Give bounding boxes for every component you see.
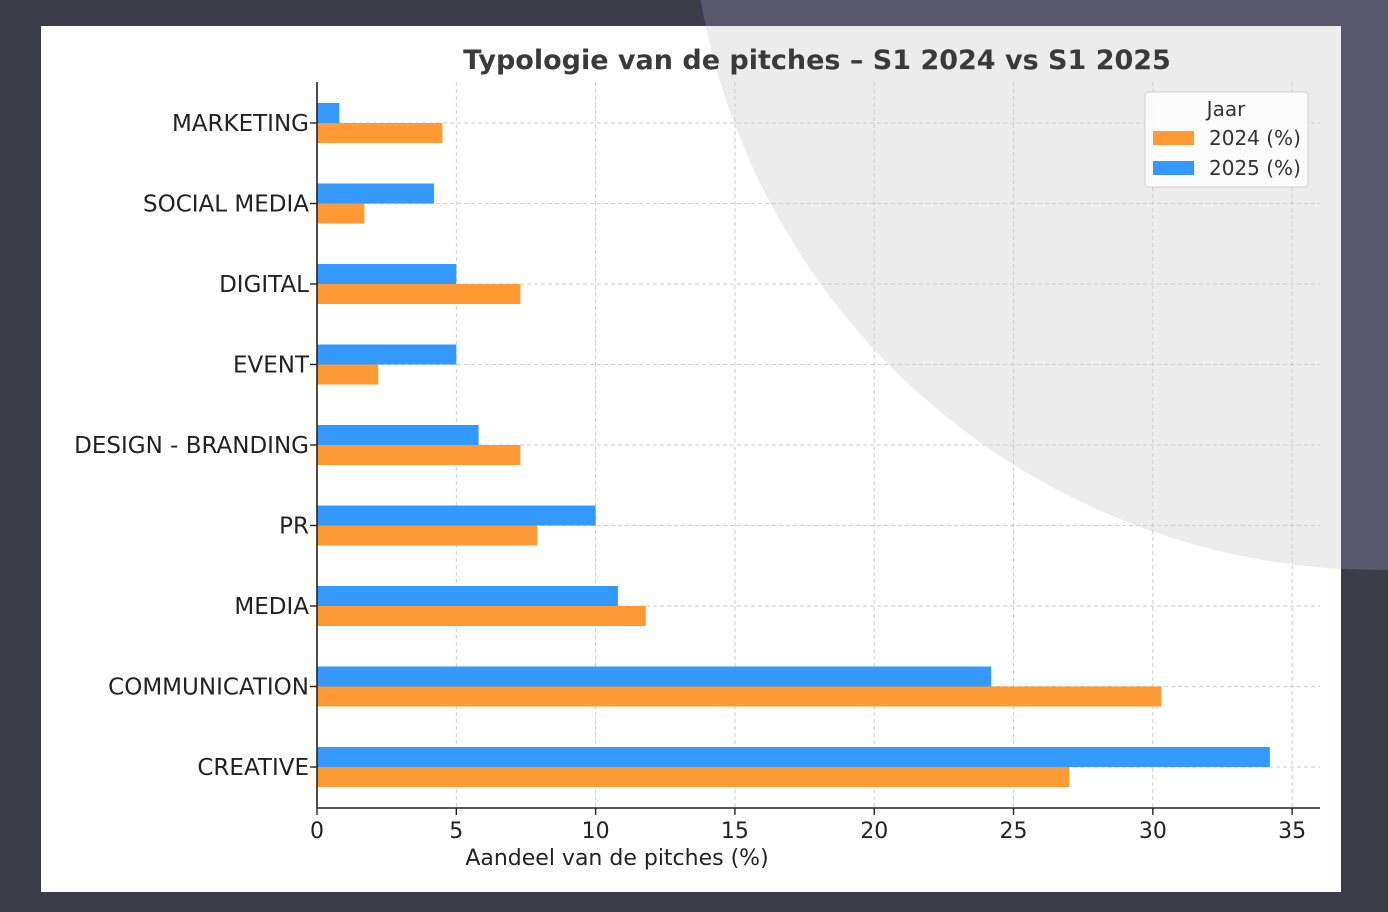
bar-chart: 0 5 10 15 20 25 30 35 MARKETING SOCIAL MEDIA DIGIT… xyxy=(74,26,1341,871)
x-tick-label: 30 xyxy=(1139,819,1167,844)
bar-2025-creative xyxy=(317,747,1270,767)
bar-2025-marketing xyxy=(317,103,340,123)
category-label: PR xyxy=(279,514,309,540)
bar-2025-media xyxy=(317,586,618,606)
x-tick-label: 5 xyxy=(449,819,463,844)
x-tick-label: 10 xyxy=(582,819,610,844)
x-axis-title: Aandeel van de pitches (%) xyxy=(465,846,768,871)
chart-panel: 0 5 10 15 20 25 30 35 MARKETING SOCIAL MEDIA DIGIT… xyxy=(41,26,1341,892)
chart-title: Typologie van de pitches – S1 2024 vs S1… xyxy=(463,45,1171,76)
x-tick-label: 35 xyxy=(1278,819,1306,844)
category-label: MEDIA xyxy=(234,594,309,620)
labels: 0 5 10 15 20 25 30 35 MARKETING SOCIAL MEDIA DIGIT… xyxy=(74,111,1306,844)
category-label: CREATIVE xyxy=(197,755,309,781)
legend-swatch xyxy=(1153,131,1194,145)
bar-2024-social-media xyxy=(317,203,365,224)
category-label: EVENT xyxy=(233,353,310,379)
bar-2025-design-branding xyxy=(317,425,479,445)
legend: Jaar 2024 (%) 2025 (%) xyxy=(1144,91,1309,188)
bar-2024-creative xyxy=(317,767,1070,787)
bar-2024-design-branding xyxy=(317,445,521,465)
bar-2025-event xyxy=(317,344,457,365)
legend-title: Jaar xyxy=(1205,97,1246,121)
bar-2024-event xyxy=(317,364,379,385)
x-tick-label: 20 xyxy=(860,819,888,844)
bar-2025-communication xyxy=(317,666,992,687)
category-label: DIGITAL xyxy=(219,272,309,298)
bar-2024-digital xyxy=(317,284,521,304)
bar-2024-marketing xyxy=(317,123,443,143)
axes xyxy=(310,82,1320,815)
bar-2024-pr xyxy=(317,525,538,546)
category-label: MARKETING xyxy=(172,111,309,137)
bars xyxy=(317,103,1270,787)
category-label: COMMUNICATION xyxy=(108,675,309,701)
x-tick-label: 15 xyxy=(721,819,749,844)
bar-2025-pr xyxy=(317,505,596,526)
category-label: DESIGN - BRANDING xyxy=(74,433,309,459)
bar-2024-communication xyxy=(317,686,1162,707)
x-tick-label: 0 xyxy=(310,819,324,844)
bar-2025-social-media xyxy=(317,183,435,204)
x-tick-label: 25 xyxy=(1000,819,1028,844)
category-label: SOCIAL MEDIA xyxy=(143,192,309,218)
legend-entry: 2024 (%) xyxy=(1209,126,1301,150)
legend-swatch xyxy=(1153,161,1194,175)
legend-entry: 2025 (%) xyxy=(1209,156,1301,180)
bar-2024-media xyxy=(317,606,646,626)
bar-2025-digital xyxy=(317,264,457,284)
